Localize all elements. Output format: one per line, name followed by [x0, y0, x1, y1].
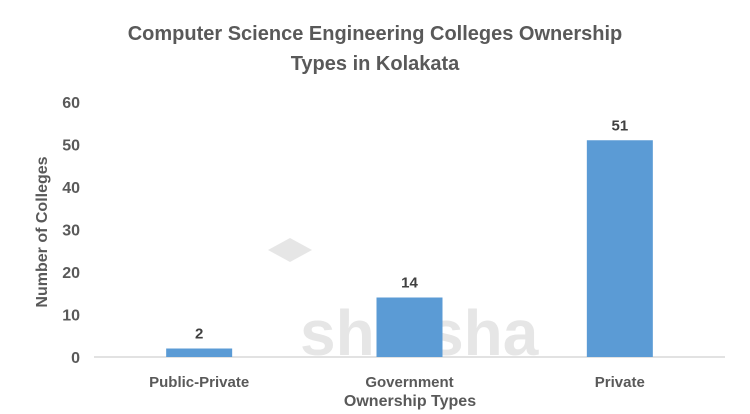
x-axis-label: Ownership Types — [344, 393, 476, 410]
y-tick-label: 20 — [62, 265, 80, 282]
data-label: 51 — [611, 117, 628, 134]
y-axis-label: Number of Colleges — [34, 156, 51, 307]
bar — [166, 348, 233, 357]
bar — [586, 140, 653, 357]
y-tick-label: 10 — [62, 308, 80, 325]
y-tick-label: 60 — [62, 95, 80, 112]
watermark-cap-icon — [268, 238, 312, 262]
data-label: 14 — [401, 275, 418, 292]
x-tick-label: Government — [365, 374, 453, 391]
y-tick-label: 40 — [62, 180, 80, 197]
bar — [376, 297, 443, 357]
y-tick-label: 0 — [71, 350, 80, 367]
data-label: 2 — [195, 326, 203, 343]
x-tick-label: Public-Private — [149, 374, 249, 391]
chart-title-line-2: Types in Kolakata — [291, 53, 460, 75]
x-tick-label: Private — [595, 374, 645, 391]
chart-title-line-1: Computer Science Engineering Colleges Ow… — [128, 23, 623, 45]
y-tick-label: 30 — [62, 223, 80, 240]
y-tick-label: 50 — [62, 138, 80, 155]
